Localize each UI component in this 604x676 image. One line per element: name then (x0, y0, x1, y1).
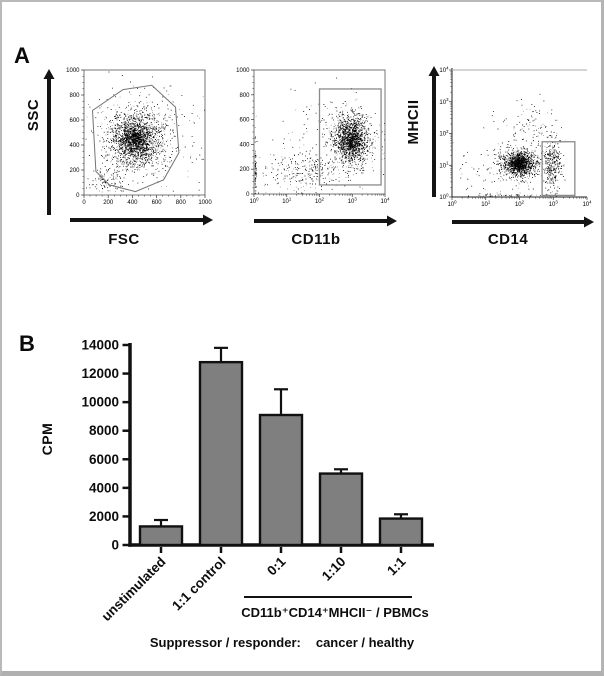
svg-text:102: 102 (439, 129, 449, 138)
svg-text:800: 800 (239, 93, 250, 99)
fsc-ssc-plot: 0 200 400 600 800 1000 0 200 400 600 800 1000 (43, 68, 213, 226)
svg-text:101: 101 (481, 199, 491, 208)
svg-text:104: 104 (582, 199, 592, 208)
svg-text:4000: 4000 (89, 480, 119, 495)
svg-text:1000: 1000 (198, 200, 212, 206)
cd14-mhcii-plot: 100 101 102 103 104 100 101 102 103 104 (428, 65, 594, 228)
svg-text:103: 103 (549, 199, 559, 208)
ssc-axis-label: SSC (25, 98, 42, 132)
panel-b-label: B (19, 331, 35, 356)
svg-text:400: 400 (239, 142, 250, 148)
fsc-axis-label: FSC (108, 231, 140, 248)
mhcii-axis-label: MHCII (405, 99, 422, 145)
footer-row: Suppressor / responder: cancer / healthy (117, 635, 447, 650)
cpm-bar-chart: 0 2000 4000 6000 8000 10000 12000 14000 (81, 338, 434, 553)
svg-text:0: 0 (76, 193, 80, 199)
svg-text:600: 600 (239, 118, 250, 124)
group-label: CD11b⁺CD14⁺MHCII⁻ / PBMCs (241, 605, 429, 620)
footer-label: Suppressor / responder: (149, 635, 301, 650)
svg-text:14000: 14000 (81, 338, 119, 353)
cpm-axis-label: CPM (39, 422, 55, 456)
cd11b-axis-label: CD11b (291, 231, 341, 248)
cd11b-plot: 100 101 102 103 104 0 200 400 600 800 1000 (236, 68, 397, 227)
footer-value: cancer / healthy (315, 635, 415, 650)
svg-text:10000: 10000 (81, 395, 119, 410)
svg-text:1000: 1000 (66, 68, 80, 74)
svg-text:400: 400 (127, 200, 138, 206)
svg-text:800: 800 (176, 200, 187, 206)
svg-text:200: 200 (239, 167, 250, 173)
svg-text:200: 200 (69, 168, 80, 174)
svg-text:101: 101 (282, 196, 292, 205)
svg-text:104: 104 (439, 65, 449, 74)
svg-text:103: 103 (348, 196, 358, 205)
svg-text:100: 100 (439, 192, 449, 201)
svg-text:102: 102 (515, 199, 525, 208)
cd14-axis-label: CD14 (487, 231, 529, 248)
svg-text:104: 104 (380, 196, 390, 205)
svg-text:8000: 8000 (89, 423, 119, 438)
svg-text:100: 100 (249, 196, 259, 205)
svg-text:600: 600 (152, 200, 163, 206)
group-bracket-line (244, 596, 412, 598)
svg-text:800: 800 (69, 93, 80, 99)
svg-text:0: 0 (246, 192, 250, 198)
svg-text:0: 0 (82, 200, 86, 206)
svg-text:2000: 2000 (89, 509, 119, 524)
panel-a-label: A (14, 43, 30, 68)
svg-text:0: 0 (111, 538, 119, 553)
svg-text:103: 103 (439, 97, 449, 106)
svg-text:600: 600 (69, 118, 80, 124)
svg-text:200: 200 (103, 200, 114, 206)
svg-text:100: 100 (447, 199, 457, 208)
svg-text:12000: 12000 (81, 366, 119, 381)
svg-text:400: 400 (69, 143, 80, 149)
svg-text:101: 101 (439, 161, 449, 170)
svg-text:6000: 6000 (89, 452, 119, 467)
svg-text:1000: 1000 (236, 68, 250, 74)
svg-text:102: 102 (315, 196, 325, 205)
